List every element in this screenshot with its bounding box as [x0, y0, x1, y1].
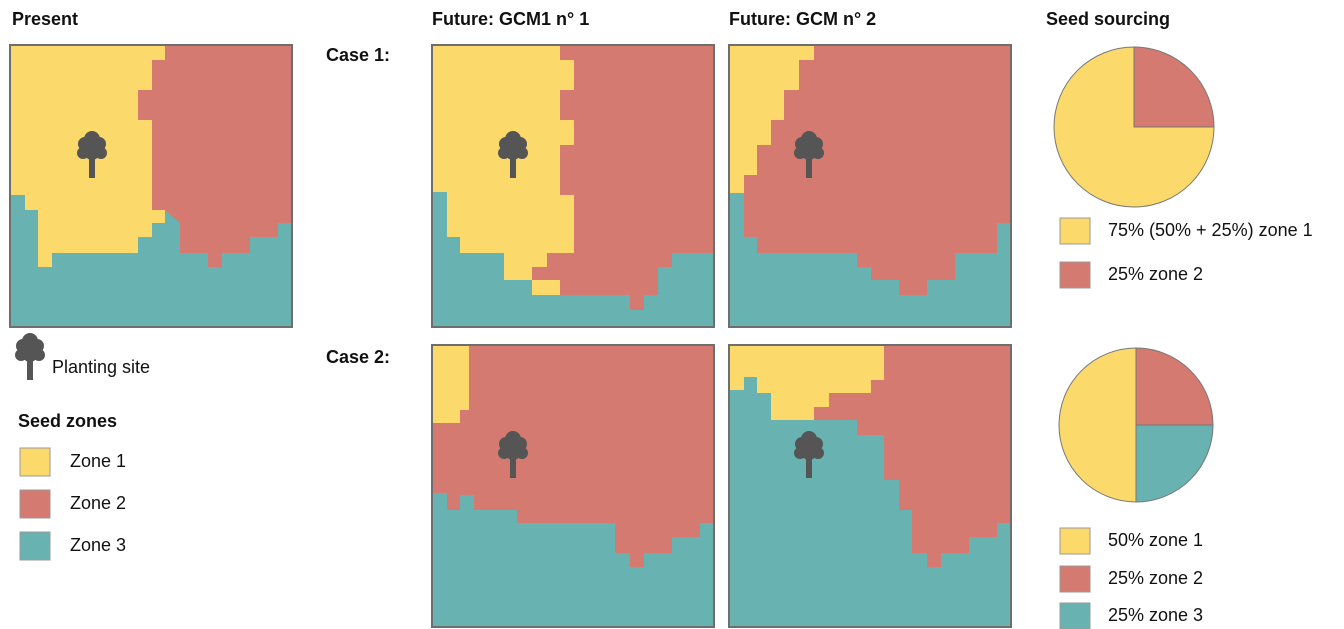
pie-slice	[1133, 46, 1215, 128]
map	[431, 44, 715, 328]
legend-label: Zone 3	[70, 535, 126, 555]
header: Future: GCM1 n° 1	[432, 9, 589, 29]
legend-swatch	[1059, 261, 1091, 289]
header: Present	[12, 9, 78, 29]
legend-label: 25% zone 2	[1108, 568, 1203, 588]
legend-label: 75% (50% + 25%) zone 1	[1108, 220, 1313, 240]
pie-slice	[1053, 46, 1215, 208]
legend-label: Planting site	[52, 357, 150, 377]
legend-label: 25% zone 2	[1108, 264, 1203, 284]
legend-swatch	[19, 489, 51, 519]
header: Future: GCM n° 2	[729, 9, 876, 29]
legend-title: Seed zones	[18, 411, 117, 431]
map	[728, 44, 1012, 328]
map	[728, 344, 1012, 628]
pie-slice	[1058, 347, 1137, 503]
legend-label: Zone 2	[70, 493, 126, 513]
header: Seed sourcing	[1046, 9, 1170, 29]
legend-swatch	[1059, 565, 1091, 593]
pie-slice	[1135, 424, 1214, 503]
legend-label: 50% zone 1	[1108, 530, 1203, 550]
legend-swatch	[19, 447, 51, 477]
map	[431, 344, 715, 628]
pie-slice	[1135, 347, 1214, 426]
legend-label: 25% zone 3	[1108, 605, 1203, 625]
case-label: Case 2:	[326, 347, 390, 367]
legend-swatch	[1059, 527, 1091, 555]
legend-label: Zone 1	[70, 451, 126, 471]
legend-swatch	[1059, 217, 1091, 245]
case-label: Case 1:	[326, 45, 390, 65]
legend-swatch	[19, 531, 51, 561]
map	[9, 44, 293, 328]
legend-swatch	[1059, 602, 1091, 629]
